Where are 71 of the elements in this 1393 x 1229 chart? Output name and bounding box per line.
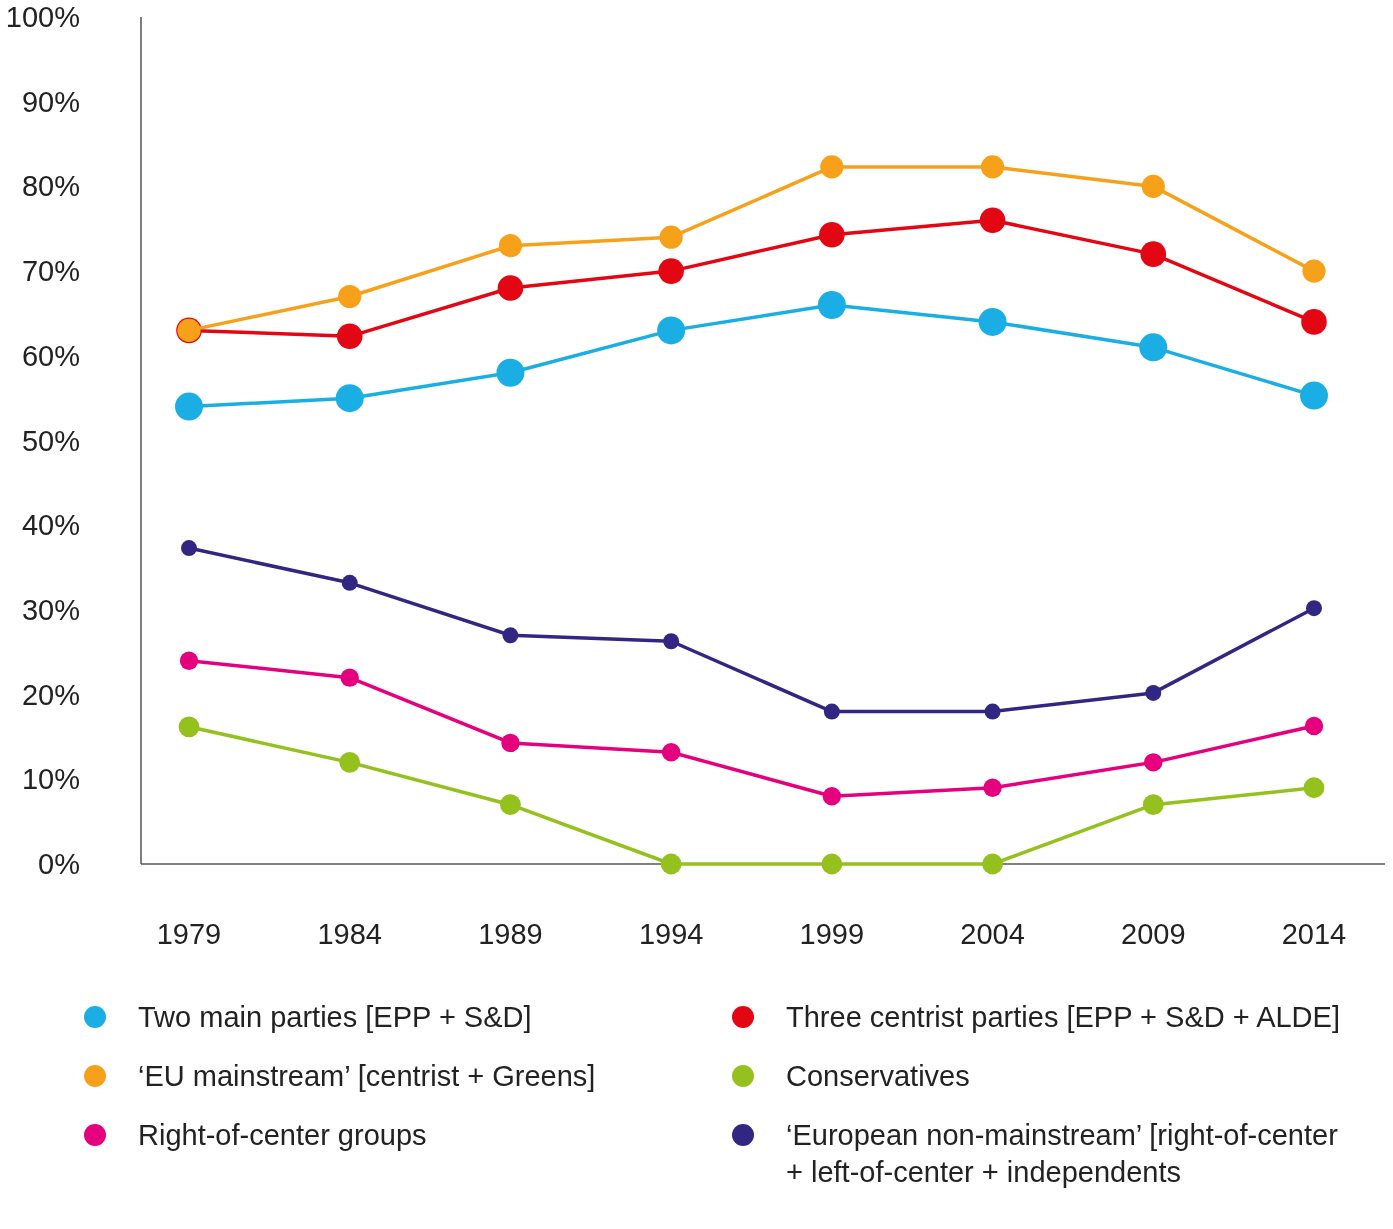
point — [984, 703, 1001, 720]
point — [822, 787, 842, 806]
point — [1306, 600, 1322, 617]
point — [336, 323, 363, 350]
point — [661, 743, 681, 762]
x-tick-label: 1984 — [317, 918, 382, 950]
point — [820, 155, 844, 179]
point — [340, 668, 359, 687]
point — [178, 716, 200, 738]
x-tick-label: 2004 — [960, 918, 1025, 950]
point — [663, 633, 680, 650]
point — [1300, 381, 1328, 410]
y-tick-label: 50% — [21, 424, 80, 457]
point — [819, 221, 845, 248]
legend-label: Right-of-center groups — [138, 1119, 427, 1151]
point — [659, 225, 683, 249]
point — [338, 284, 362, 309]
point — [500, 794, 521, 816]
y-tick-label: 100% — [5, 1, 80, 33]
point — [1304, 716, 1324, 736]
y-tick-label: 60% — [21, 339, 80, 372]
legend-label: Conservatives — [786, 1060, 970, 1092]
x-tick-label: 1979 — [156, 918, 222, 950]
point — [979, 207, 1006, 234]
x-tick-label: 2009 — [1121, 918, 1186, 950]
x-tick-label: 1999 — [799, 918, 865, 950]
point — [1302, 259, 1326, 283]
point — [502, 627, 519, 644]
point — [1142, 794, 1164, 816]
point — [341, 574, 358, 591]
point — [821, 853, 843, 875]
x-tick-label: 1994 — [638, 918, 704, 950]
point — [335, 384, 364, 413]
point — [657, 316, 686, 345]
point — [175, 392, 203, 421]
legend-label: ‘European non-mainstream’ [right-of-center + left-of-center + independents — [786, 1119, 1339, 1188]
point — [1303, 777, 1325, 799]
point — [982, 853, 1003, 875]
point — [1144, 753, 1163, 772]
y-tick-label: 20% — [21, 678, 80, 711]
point — [339, 751, 361, 773]
point — [501, 733, 520, 753]
point — [1140, 241, 1167, 267]
point — [1141, 174, 1165, 198]
point — [498, 234, 523, 258]
point — [496, 358, 525, 387]
x-tick-label: 2014 — [1281, 918, 1347, 950]
y-tick-label: 70% — [21, 255, 80, 288]
point — [1145, 684, 1162, 701]
point — [179, 651, 199, 670]
point — [660, 853, 682, 875]
y-tick-label: 40% — [21, 509, 80, 542]
legend-label: ‘EU mainstream’ [centrist + Greens] — [138, 1060, 596, 1092]
y-tick-label: 90% — [21, 85, 80, 118]
y-tick-label: 30% — [21, 593, 80, 626]
point — [817, 290, 846, 319]
point — [1301, 309, 1327, 335]
y-tick-label: 0% — [38, 848, 80, 880]
point — [658, 258, 684, 284]
y-tick-label: 10% — [21, 763, 80, 796]
point — [980, 155, 1005, 179]
point — [181, 540, 197, 557]
point — [978, 307, 1007, 336]
y-tick-label: 80% — [21, 170, 80, 203]
point — [983, 778, 1002, 797]
point — [1139, 333, 1168, 362]
x-tick-label: 1989 — [478, 918, 543, 950]
point — [823, 703, 840, 720]
legend-label: Three centrist parties [EPP + S&D + ALDE] — [786, 1001, 1340, 1033]
legend-label: Two main parties [EPP + S&D] — [138, 1001, 532, 1033]
point — [497, 275, 524, 301]
